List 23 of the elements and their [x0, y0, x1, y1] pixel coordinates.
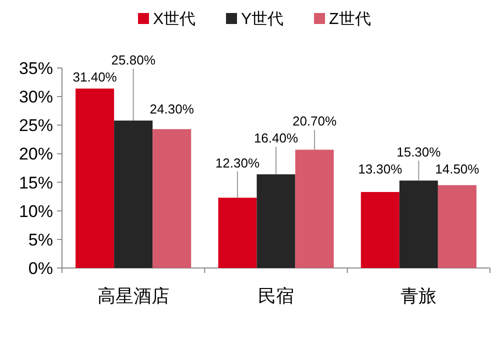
data-label: 31.40%: [72, 70, 118, 85]
data-label: 16.40%: [254, 130, 298, 146]
data-label: 20.70%: [292, 114, 338, 129]
data-label: 13.30%: [358, 162, 403, 177]
data-label: 15.30%: [396, 144, 442, 160]
legend-label: Z世代: [329, 10, 371, 28]
data-label: 14.50%: [435, 162, 480, 177]
data-label: 24.30%: [150, 102, 194, 117]
y-tick-label: 25%: [18, 116, 53, 136]
legend-label: Y世代: [241, 10, 284, 28]
x-tick-label: 青旅: [400, 286, 437, 306]
x-tick-label: 高星酒店: [97, 286, 170, 306]
data-label: 25.80%: [111, 52, 156, 68]
y-tick-label: 0%: [28, 259, 53, 278]
y-tick-label: 20%: [18, 144, 53, 164]
y-tick-label: 15%: [18, 173, 53, 192]
y-tick-label: 10%: [18, 202, 53, 221]
y-tick-label: 5%: [28, 230, 53, 250]
legend-label: X世代: [153, 10, 196, 28]
x-tick-label: 民宿: [258, 286, 294, 306]
y-tick-label: 30%: [18, 88, 53, 107]
data-label: 12.30%: [215, 155, 260, 170]
y-tick-label: 35%: [18, 59, 53, 78]
